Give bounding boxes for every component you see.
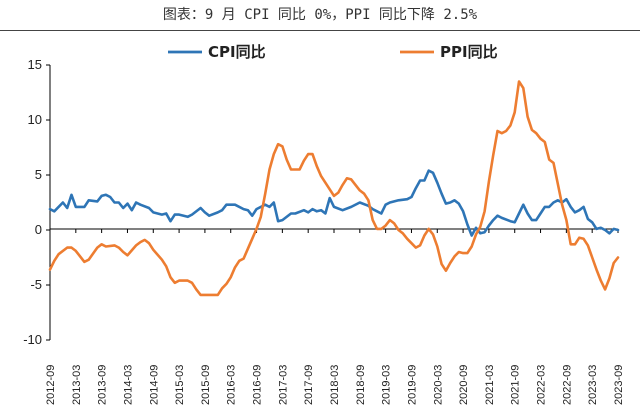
y-tick-label: -5	[30, 277, 42, 292]
x-tick-label: 2015-03	[174, 365, 186, 405]
x-tick-labels: 2012-09 2013-03 2013-09 2014-03 2014-09 2015-…	[45, 365, 625, 405]
legend-label: PPI同比	[440, 43, 498, 61]
x-tick-label: 2023-03	[587, 365, 599, 405]
y-tick-label: -10	[23, 332, 42, 347]
x-tick-label: 2012-09	[45, 365, 57, 405]
series-lines	[48, 80, 620, 297]
x-tick-label: 2015-09	[200, 365, 212, 405]
figure-title: 图表：9 月 CPI 同比 0%，PPI 同比下降 2.5%	[162, 7, 478, 23]
y-tick-labels: -10 -5 0 5 10 15	[23, 57, 42, 347]
x-tick-label: 2019-09	[406, 365, 418, 405]
legend-label: CPI同比	[208, 43, 266, 61]
x-tick-label: 2018-09	[355, 365, 367, 405]
x-tick-label: 2014-09	[148, 365, 160, 405]
x-tick-label: 2017-03	[277, 365, 289, 405]
cpi-series-line	[48, 169, 620, 237]
x-tick-label: 2020-03	[432, 365, 444, 405]
x-tick-label: 2019-03	[381, 365, 393, 405]
ppi-series-line	[48, 80, 620, 297]
y-tick-label: 0	[35, 222, 42, 237]
x-tick-label: 2022-03	[536, 365, 548, 405]
x-tick-label: 2018-03	[329, 365, 341, 405]
x-tick-label: 2013-09	[97, 365, 109, 405]
x-tick-label: 2014-03	[122, 365, 134, 405]
x-tick-label: 2013-03	[71, 365, 83, 405]
y-tick-label: 10	[28, 112, 42, 127]
x-tick-label: 2021-09	[510, 365, 522, 405]
x-tick-label: 2022-09	[561, 365, 573, 405]
y-tick-label: 5	[35, 167, 42, 182]
axes	[46, 64, 619, 341]
x-tick-label: 2016-09	[252, 365, 264, 405]
x-tick-label: 2017-09	[303, 365, 315, 405]
title-rule	[0, 30, 640, 31]
x-tick-label: 2016-03	[226, 365, 238, 405]
y-tick-label: 15	[28, 57, 42, 72]
x-tick-label: 2021-03	[484, 365, 496, 405]
legend: CPI同比 PPI同比	[168, 43, 498, 61]
x-tick-label: 2020-09	[458, 365, 470, 405]
x-tick-label: 2023-09	[613, 365, 625, 405]
